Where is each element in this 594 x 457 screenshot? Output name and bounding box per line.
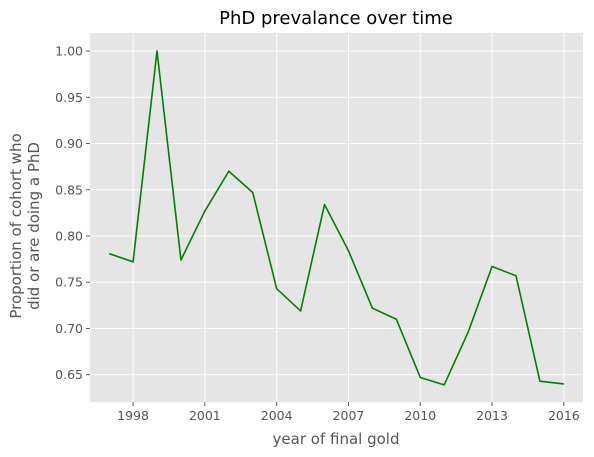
data-point: [539, 380, 541, 382]
x-axis-ticks: 1998 2001 2004 2007 2010 2013 2016: [117, 402, 580, 423]
plot-area: [90, 33, 583, 402]
y-tick-label: 0.75: [55, 275, 83, 290]
data-point: [204, 210, 206, 212]
x-tick-label: 2007: [333, 408, 365, 423]
data-point: [491, 265, 493, 267]
x-tick-label: 2001: [189, 408, 221, 423]
data-point: [299, 310, 301, 312]
series-line: [108, 50, 564, 386]
data-point: [443, 384, 445, 386]
y-tick-label: 0.80: [55, 228, 83, 243]
x-tick-label: 1998: [117, 408, 149, 423]
y-tick-label: 1.00: [55, 44, 83, 59]
data-point: [467, 331, 469, 333]
x-axis-label: year of final gold: [273, 430, 400, 448]
data-point: [275, 288, 277, 290]
y-tick-label: 0.70: [55, 321, 83, 336]
y-axis-label-line-2: did or are doing a PhD: [25, 142, 43, 310]
x-tick-label: 2004: [261, 408, 293, 423]
x-tick-label: 2010: [404, 408, 436, 423]
y-axis-ticks: 0.65 0.70 0.75 0.80 0.85 0.90 0.95 1.00: [55, 44, 90, 382]
y-tick-label: 0.90: [55, 136, 83, 151]
y-tick-label: 0.85: [55, 182, 83, 197]
data-point: [563, 383, 565, 385]
x-tick-label: 2016: [548, 408, 580, 423]
x-tick-label: 2013: [476, 408, 508, 423]
data-point: [252, 191, 254, 193]
y-tick-label: 0.65: [55, 367, 83, 382]
data-point: [371, 307, 373, 309]
y-tick-label: 0.95: [55, 90, 83, 105]
data-point: [228, 170, 230, 172]
data-point: [515, 275, 517, 277]
data-point: [419, 376, 421, 378]
data-point: [323, 203, 325, 205]
series-group: [108, 50, 565, 386]
data-point: [347, 250, 349, 252]
chart-title: PhD prevalance over time: [219, 8, 453, 29]
data-point: [395, 318, 397, 320]
data-point: [156, 50, 158, 52]
y-axis-label-line-1: Proportion of cohort who: [7, 133, 25, 318]
data-point: [132, 261, 134, 263]
data-point: [180, 259, 182, 261]
data-point: [108, 252, 110, 254]
